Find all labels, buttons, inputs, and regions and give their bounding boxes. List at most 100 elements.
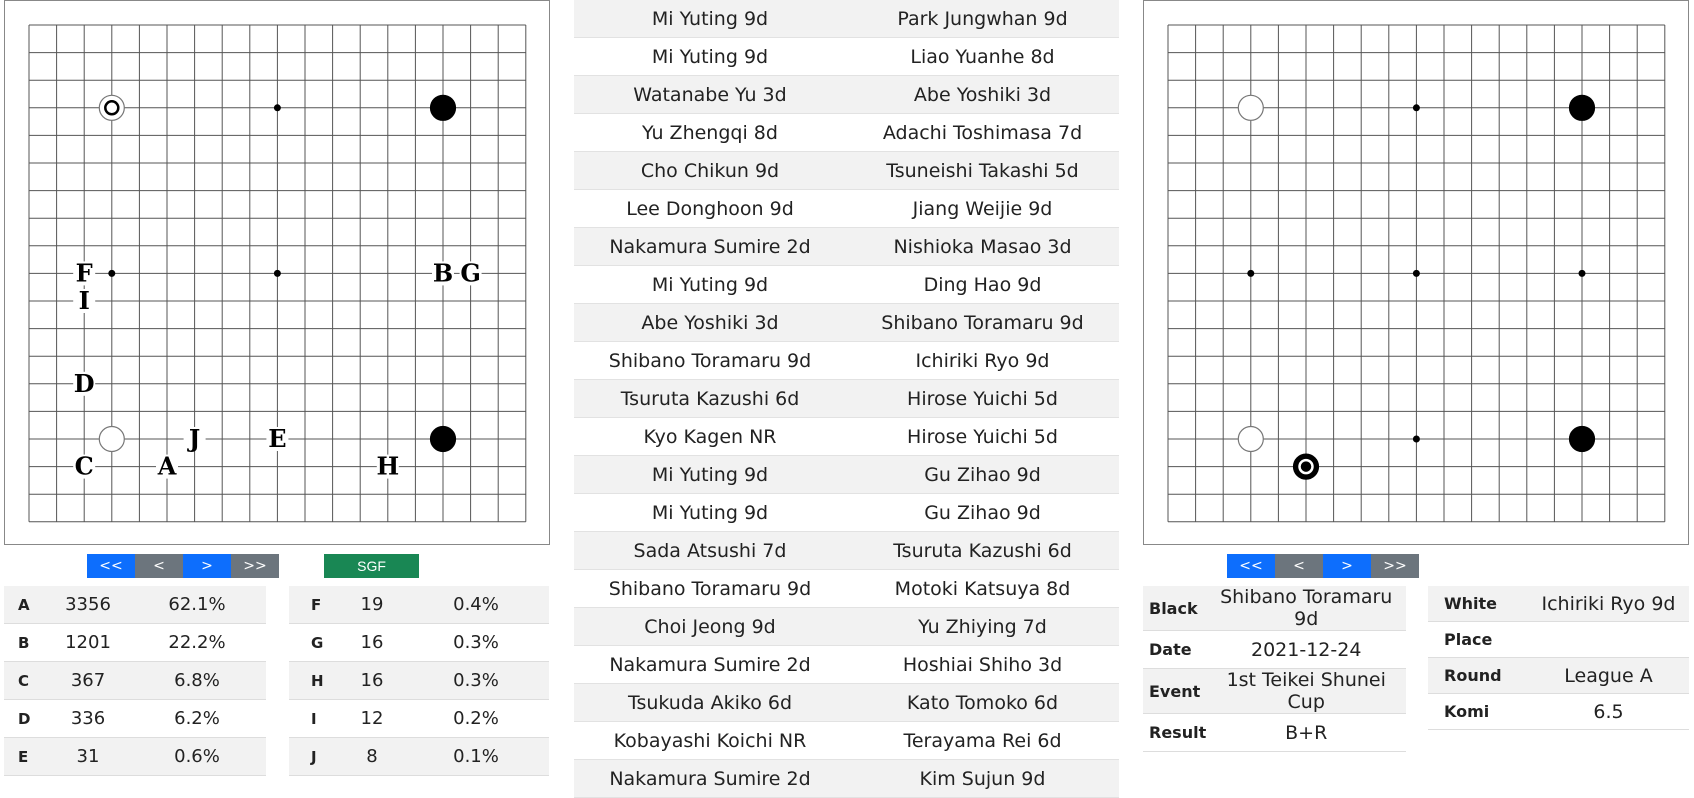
move-label[interactable]: I	[79, 286, 90, 315]
game-row[interactable]: Nakamura Sumire 2d Nishioka Masao 3d	[574, 227, 1119, 266]
black-stone[interactable]	[1568, 425, 1596, 453]
stats-percent: 0.1%	[403, 737, 549, 776]
game-white-player: Hoshiai Shiho 3d	[846, 645, 1119, 684]
game-row[interactable]: Abe Yoshiki 3d Shibano Toramaru 9d	[574, 303, 1119, 342]
left-board-grid[interactable]: A B C D E F G H I J	[5, 1, 551, 546]
white-stone[interactable]	[1237, 425, 1264, 453]
stats-percent: 0.4%	[403, 586, 549, 624]
move-label[interactable]: G	[460, 258, 481, 287]
right-next-move-button[interactable]: >	[1323, 554, 1371, 578]
game-black-player: Shibano Toramaru 9d	[574, 341, 846, 380]
white-stone[interactable]	[98, 425, 125, 453]
game-row[interactable]: Tsuruta Kazushi 6d Hirose Yuichi 5d	[574, 379, 1119, 418]
info-row-event: Event 1st Teikei Shunei Cup	[1143, 668, 1407, 714]
left-prev-move-button[interactable]: <	[135, 554, 183, 578]
right-prev-move-button[interactable]: <	[1275, 554, 1323, 578]
white-stone[interactable]	[1237, 94, 1264, 121]
info-result: B+R	[1206, 713, 1407, 752]
white-stone[interactable]	[98, 94, 125, 121]
move-label-background	[73, 454, 96, 479]
left-last-move-button[interactable]: >>	[231, 554, 279, 578]
stats-row[interactable]: F 19 0.4%	[289, 586, 549, 624]
black-stone[interactable]	[1292, 453, 1320, 480]
stats-row[interactable]: C 367 6.8%	[4, 661, 266, 700]
game-black-player: Cho Chikun 9d	[574, 151, 846, 190]
game-white-player: Tsuneishi Takashi 5d	[846, 151, 1119, 190]
game-row[interactable]: Shibano Toramaru 9d Ichiriki Ryo 9d	[574, 341, 1119, 380]
game-black-player: Shibano Toramaru 9d	[574, 569, 846, 608]
stats-row[interactable]: I 12 0.2%	[289, 699, 549, 738]
stats-label: F	[289, 586, 341, 624]
move-label-background	[156, 454, 178, 479]
black-stone[interactable]	[1568, 94, 1596, 121]
stats-row[interactable]: G 16 0.3%	[289, 623, 549, 662]
move-label[interactable]: C	[75, 452, 94, 481]
right-first-move-button[interactable]: <<	[1227, 554, 1275, 578]
right-board-grid[interactable]	[1144, 1, 1690, 546]
game-row[interactable]: Mi Yuting 9d Gu Zihao 9d	[574, 493, 1119, 532]
game-black-player: Kyo Kagen NR	[574, 417, 846, 456]
game-row[interactable]: Kobayashi Koichi NR Terayama Rei 6d	[574, 721, 1119, 760]
stats-row[interactable]: B 1201 22.2%	[4, 623, 266, 662]
game-white-player: Shibano Toramaru 9d	[846, 303, 1119, 342]
stats-row[interactable]: E 31 0.6%	[4, 737, 266, 776]
star-point	[108, 269, 116, 277]
game-row[interactable]: Nakamura Sumire 2d Hoshiai Shiho 3d	[574, 645, 1119, 684]
stats-row[interactable]: H 16 0.3%	[289, 661, 549, 700]
game-row[interactable]: Mi Yuting 9d Park Jungwhan 9d	[574, 0, 1119, 38]
game-row[interactable]: Choi Jeong 9d Yu Zhiying 7d	[574, 607, 1119, 646]
stats-label: B	[4, 623, 48, 662]
stats-row[interactable]: D 336 6.2%	[4, 699, 266, 738]
game-black-player: Nakamura Sumire 2d	[574, 759, 846, 798]
stats-label: I	[289, 699, 341, 738]
stats-row[interactable]: J 8 0.1%	[289, 737, 549, 776]
game-row[interactable]: Lee Donghoon 9d Jiang Weijie 9d	[574, 189, 1119, 228]
game-black-player: Yu Zhengqi 8d	[574, 113, 846, 152]
game-row[interactable]: Tsukuda Akiko 6d Kato Tomoko 6d	[574, 683, 1119, 722]
move-label[interactable]: F	[76, 258, 93, 287]
right-board[interactable]	[1143, 0, 1689, 545]
game-row[interactable]: Sada Atsushi 7d Tsuruta Kazushi 6d	[574, 531, 1119, 570]
game-white-player: Tsuruta Kazushi 6d	[846, 531, 1119, 570]
info-key: Event	[1143, 668, 1207, 714]
game-row[interactable]: Cho Chikun 9d Tsuneishi Takashi 5d	[574, 151, 1119, 190]
game-row[interactable]: Nakamura Sumire 2d Kim Sujun 9d	[574, 759, 1119, 798]
game-row[interactable]: Watanabe Yu 3d Abe Yoshiki 3d	[574, 75, 1119, 114]
stats-count: 1201	[48, 623, 128, 662]
move-label[interactable]: B	[433, 258, 453, 287]
move-label-background	[432, 261, 454, 286]
black-stone[interactable]	[429, 94, 457, 121]
stats-row[interactable]: A 3356 62.1%	[4, 586, 266, 624]
sgf-download-button[interactable]: SGF	[324, 554, 419, 578]
left-next-move-button[interactable]: >	[183, 554, 231, 578]
game-white-player: Kim Sujun 9d	[846, 759, 1119, 798]
info-row-place: Place	[1428, 621, 1689, 658]
move-label-background	[73, 289, 96, 313]
game-row[interactable]: Mi Yuting 9d Gu Zihao 9d	[574, 455, 1119, 494]
stats-percent: 62.1%	[128, 586, 266, 624]
stats-percent: 22.2%	[128, 623, 266, 662]
game-black-player: Mi Yuting 9d	[574, 493, 846, 532]
game-row[interactable]: Mi Yuting 9d Ding Hao 9d	[574, 265, 1119, 304]
move-label[interactable]: H	[376, 452, 399, 481]
game-white-player: Gu Zihao 9d	[846, 455, 1119, 494]
info-row-black: Black Shibano Toramaru 9d	[1143, 586, 1407, 631]
move-label[interactable]: J	[187, 424, 200, 453]
move-label[interactable]: E	[268, 424, 286, 453]
game-row[interactable]: Shibano Toramaru 9d Motoki Katsuya 8d	[574, 569, 1119, 608]
game-black-player: Choi Jeong 9d	[574, 607, 846, 646]
game-row[interactable]: Kyo Kagen NR Hirose Yuichi 5d	[574, 417, 1119, 456]
info-row-round: Round League A	[1428, 657, 1689, 694]
left-first-move-button[interactable]: <<	[87, 554, 135, 578]
right-last-move-button[interactable]: >>	[1371, 554, 1419, 578]
move-label-background	[73, 371, 96, 396]
game-row[interactable]: Mi Yuting 9d Liao Yuanhe 8d	[574, 37, 1119, 76]
game-white-player: Terayama Rei 6d	[846, 721, 1119, 760]
left-board[interactable]: A B C D E F G H I J	[4, 0, 550, 545]
move-label[interactable]: D	[74, 369, 95, 398]
move-label[interactable]: A	[157, 452, 177, 481]
black-stone[interactable]	[429, 425, 457, 453]
game-white-player: Motoki Katsuya 8d	[846, 569, 1119, 608]
stats-count: 16	[341, 623, 403, 662]
game-row[interactable]: Yu Zhengqi 8d Adachi Toshimasa 7d	[574, 113, 1119, 152]
